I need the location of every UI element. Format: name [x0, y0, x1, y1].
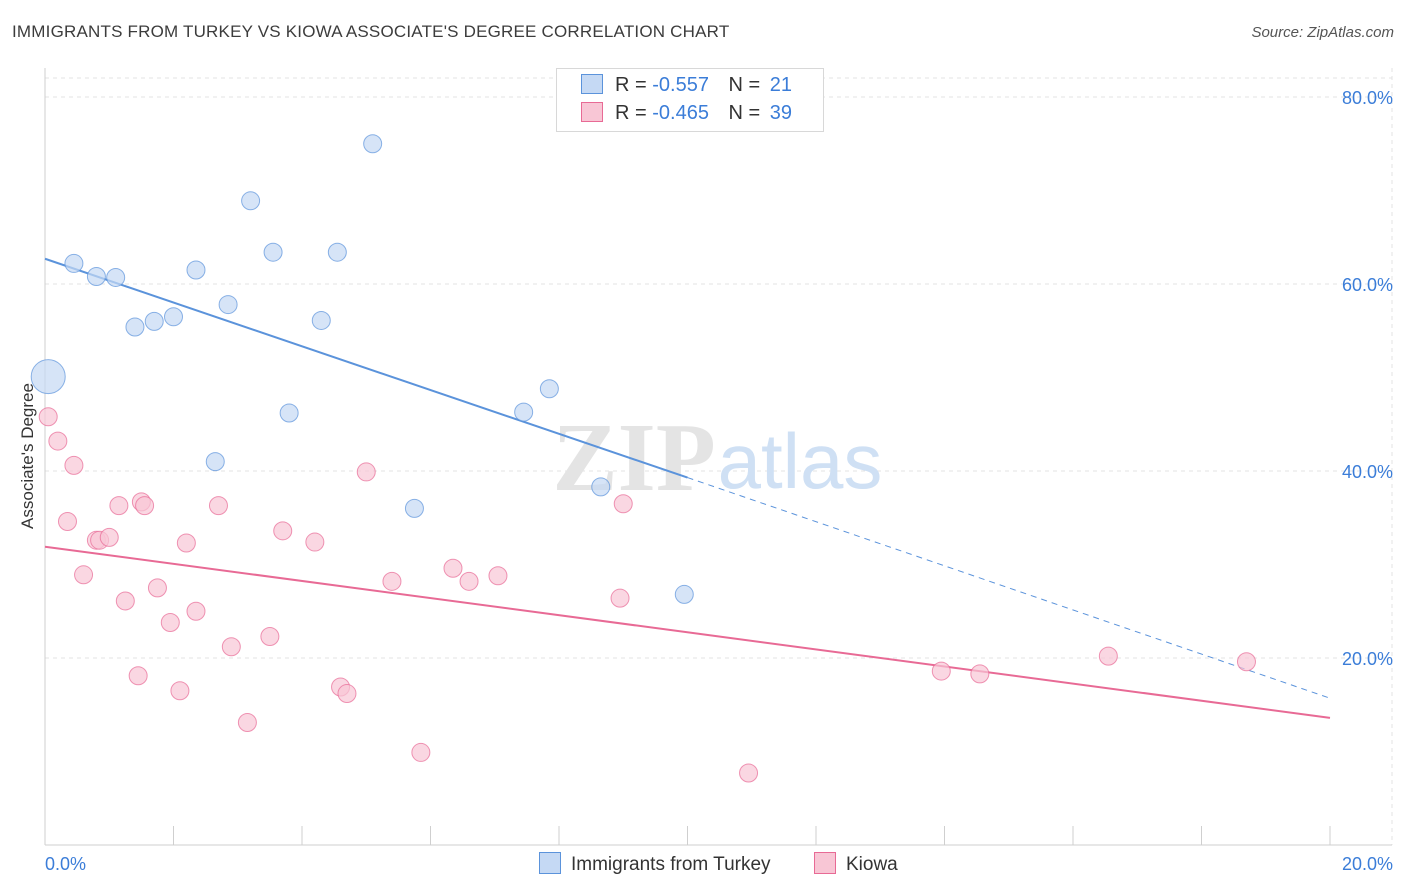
- data-point-kiowa: [147, 578, 167, 598]
- trend-lines: [44, 257, 1331, 719]
- data-point-turkey: [218, 295, 238, 315]
- data-point-kiowa: [64, 455, 84, 475]
- data-points: [30, 134, 1256, 783]
- y-tick-label: 80.0%: [1342, 88, 1393, 108]
- data-point-kiowa: [382, 571, 402, 591]
- data-point-kiowa: [99, 527, 119, 547]
- y-tick-label: 40.0%: [1342, 462, 1393, 482]
- legend-r-label: R =: [615, 102, 647, 124]
- grid-lines: [45, 68, 1393, 845]
- bottom-legend-kiowa: Kiowa: [814, 852, 898, 876]
- data-point-turkey: [186, 260, 206, 280]
- data-point-turkey: [164, 307, 183, 327]
- bottom-legend-swatch-kiowa: [814, 852, 836, 874]
- data-point-turkey: [404, 498, 424, 518]
- watermark-zip: ZIP: [552, 404, 715, 512]
- data-point-kiowa: [356, 462, 376, 482]
- trend-line-kiowa: [44, 545, 1331, 719]
- data-point-turkey: [64, 253, 84, 273]
- legend-n-label: N =: [728, 102, 761, 124]
- y-tick-label: 60.0%: [1342, 275, 1393, 295]
- data-point-kiowa: [221, 637, 241, 657]
- legend-r-value: -0.557: [652, 74, 709, 96]
- data-point-kiowa: [337, 684, 357, 704]
- trend-line-extension: [687, 477, 1331, 699]
- data-point-kiowa: [931, 661, 951, 681]
- trend-line-turkey: [44, 257, 688, 479]
- data-point-kiowa: [115, 591, 135, 611]
- x-tick-label: 0.0%: [45, 854, 86, 874]
- data-point-turkey: [30, 359, 66, 395]
- data-point-kiowa: [610, 588, 630, 608]
- legend-swatch-kiowa: [581, 102, 603, 122]
- data-point-kiowa: [109, 496, 129, 516]
- data-point-kiowa: [411, 742, 431, 762]
- data-point-kiowa: [176, 533, 196, 553]
- data-point-turkey: [241, 191, 261, 211]
- legend-r-label: R =: [615, 74, 647, 96]
- data-point-kiowa: [160, 612, 180, 632]
- watermark-atlas: atlas: [718, 417, 883, 505]
- data-point-turkey: [363, 134, 383, 154]
- data-point-kiowa: [273, 521, 293, 541]
- correlation-legend: R = -0.557 N = 21 R = -0.465 N = 39: [556, 68, 824, 132]
- data-point-kiowa: [459, 571, 479, 591]
- data-point-turkey: [144, 311, 164, 331]
- data-point-kiowa: [1098, 646, 1118, 666]
- data-point-kiowa: [135, 496, 155, 516]
- data-point-kiowa: [57, 511, 77, 531]
- legend-n-value: 21: [769, 74, 793, 96]
- data-point-turkey: [125, 317, 145, 337]
- data-point-kiowa: [74, 565, 94, 585]
- data-point-turkey: [263, 242, 283, 262]
- data-point-kiowa: [208, 496, 228, 516]
- data-point-turkey: [86, 267, 106, 287]
- data-point-kiowa: [38, 407, 58, 427]
- y-axis-label: Associate's Degree: [18, 383, 37, 529]
- data-point-kiowa: [186, 601, 206, 621]
- axes: [44, 68, 1392, 846]
- watermark: ZIP atlas: [552, 404, 882, 512]
- data-point-kiowa: [1236, 652, 1256, 672]
- chart-title: IMMIGRANTS FROM TURKEY VS KIOWA ASSOCIAT…: [12, 22, 730, 41]
- data-point-kiowa: [170, 681, 190, 701]
- x-tick-label: 20.0%: [1342, 854, 1393, 874]
- chart-source: Source: ZipAtlas.com: [1251, 24, 1394, 41]
- data-point-kiowa: [443, 558, 463, 578]
- data-point-turkey: [205, 452, 225, 472]
- data-point-kiowa: [48, 431, 68, 451]
- legend-n-value: 39: [769, 102, 793, 124]
- data-point-turkey: [327, 242, 347, 262]
- data-point-turkey: [311, 310, 331, 330]
- data-point-turkey: [674, 584, 694, 604]
- data-point-turkey: [591, 477, 611, 497]
- data-point-kiowa: [488, 566, 508, 586]
- data-point-kiowa: [613, 494, 633, 514]
- data-point-turkey: [106, 267, 126, 287]
- bottom-legend-turkey: Immigrants from Turkey: [539, 852, 771, 876]
- legend-row-kiowa: R = -0.465 N = 39: [581, 102, 792, 125]
- data-point-kiowa: [128, 666, 148, 686]
- y-tick-label: 20.0%: [1342, 649, 1393, 669]
- data-point-kiowa: [739, 763, 759, 783]
- legend-r-value: -0.465: [652, 102, 709, 124]
- data-point-turkey: [539, 379, 559, 399]
- data-point-turkey: [279, 403, 299, 423]
- legend-row-turkey: R = -0.557 N = 21: [581, 74, 792, 97]
- legend-n-label: N =: [728, 74, 761, 96]
- bottom-legend-swatch-turkey: [539, 852, 561, 874]
- data-point-kiowa: [260, 626, 280, 646]
- data-point-kiowa: [237, 713, 257, 733]
- data-point-turkey: [514, 402, 534, 422]
- tick-labels: 20.0% 40.0% 60.0% 80.0% 0.0% 20.0%: [45, 88, 1393, 874]
- data-point-kiowa: [970, 664, 990, 684]
- legend-swatch-turkey: [581, 74, 603, 94]
- bottom-legend-label-kiowa: Kiowa: [846, 854, 898, 875]
- data-point-kiowa: [305, 532, 325, 552]
- bottom-legend-label-turkey: Immigrants from Turkey: [571, 854, 771, 875]
